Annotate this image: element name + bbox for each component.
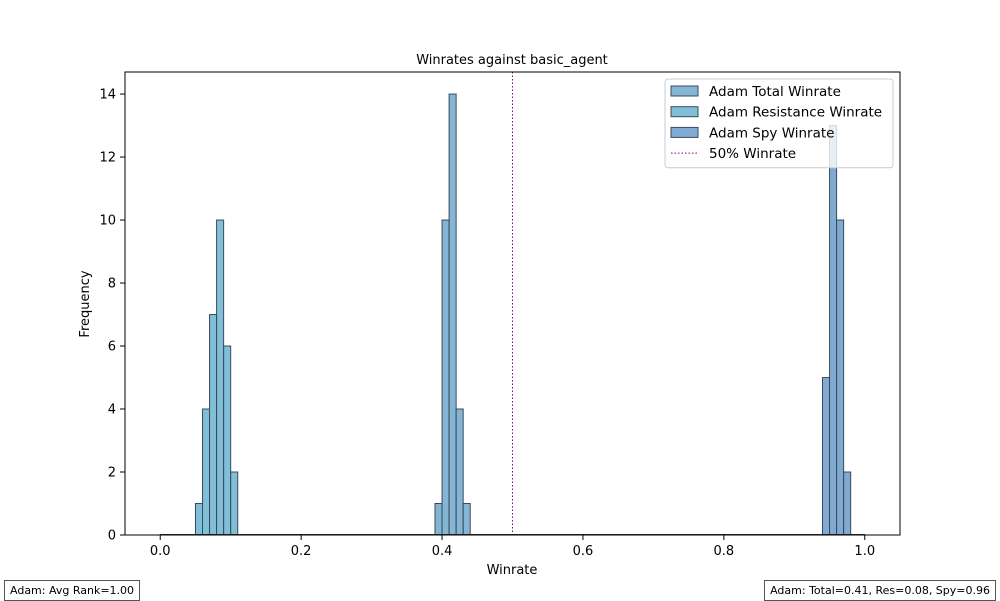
histogram-bar <box>230 471 239 536</box>
histogram-bar <box>462 503 471 536</box>
y-tick-label: 8 <box>108 277 116 292</box>
y-axis-label: Frequency <box>78 270 93 337</box>
legend-label: 50% Winrate <box>709 146 796 162</box>
histogram-bar <box>843 471 852 536</box>
axes <box>124 71 901 536</box>
x-tick-label: 0.6 <box>573 544 594 559</box>
x-axis-label: Winrate <box>487 563 538 578</box>
legend-label: Adam Spy Winrate <box>709 125 834 141</box>
y-tick-label: 2 <box>108 466 116 481</box>
axes-frame <box>124 71 901 536</box>
histogram-bar <box>216 219 225 536</box>
legend-swatch <box>670 106 699 118</box>
histogram-bar <box>441 219 450 536</box>
x-tick-label: 1.0 <box>854 544 875 559</box>
histogram-bar <box>209 314 218 536</box>
legend-swatch <box>670 126 699 138</box>
histogram-bar <box>202 408 211 536</box>
y-tick-label: 10 <box>99 214 116 229</box>
histogram-bar <box>223 345 232 536</box>
legend-label: Adam Resistance Winrate <box>709 105 882 121</box>
ticks: 0.0 0.2 0.4 0.6 0.8 1.0 0 2 4 6 8 10 12 14 <box>99 88 875 559</box>
histogram-bar <box>455 408 464 536</box>
histogram-bar <box>822 377 831 536</box>
chart-title: Winrates against basic_agent <box>416 53 608 68</box>
legend: Adam Total Winrate Adam Resistance Winrat… <box>664 78 894 169</box>
histogram-bar <box>829 125 838 536</box>
legend-box <box>664 78 894 169</box>
winrate-summary-note: Adam: Total=0.41, Res=0.08, Spy=0.96 <box>764 580 996 601</box>
y-tick-label: 4 <box>108 403 116 418</box>
y-tick-label: 14 <box>99 88 116 103</box>
legend-label: Adam Total Winrate <box>709 84 841 100</box>
x-tick-label: 0.0 <box>150 544 171 559</box>
histogram-bar <box>434 503 443 536</box>
histogram-bar <box>448 93 457 536</box>
x-tick-label: 0.8 <box>714 544 735 559</box>
legend-swatch <box>670 85 699 97</box>
avg-rank-note: Adam: Avg Rank=1.00 <box>4 580 141 601</box>
y-tick-label: 0 <box>108 529 116 544</box>
y-tick-label: 12 <box>99 151 116 166</box>
x-tick-label: 0.2 <box>291 544 312 559</box>
x-tick-label: 0.4 <box>432 544 453 559</box>
y-tick-label: 6 <box>108 340 116 355</box>
histogram-bar <box>194 503 203 536</box>
histogram-bar <box>836 219 845 536</box>
